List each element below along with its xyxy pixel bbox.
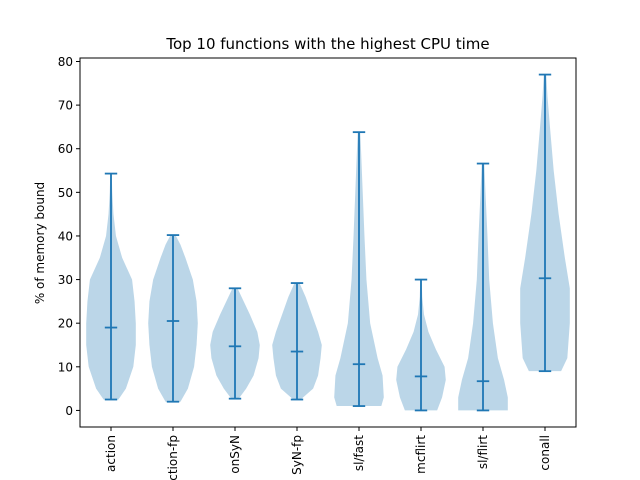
- y-tick-label: 80: [58, 55, 73, 69]
- y-tick-label: 20: [58, 317, 73, 331]
- y-tick-label: 60: [58, 142, 73, 156]
- chart-title: Top 10 functions with the highest CPU ti…: [165, 35, 489, 53]
- y-tick-label: 70: [58, 99, 73, 113]
- violin-7: [458, 162, 508, 412]
- x-tick-label: onSyN: [228, 435, 242, 474]
- x-tick-label: sl/flirt: [476, 435, 490, 469]
- y-tick-label: 50: [58, 186, 73, 200]
- y-tick-label: 0: [65, 404, 73, 418]
- violin-4: [272, 282, 322, 401]
- violin-8: [520, 73, 570, 373]
- violin-5: [334, 131, 384, 407]
- violin-6: [396, 278, 446, 412]
- y-tick-label: 40: [58, 229, 73, 243]
- y-tick-label: 30: [58, 273, 73, 287]
- violin-2: [148, 234, 198, 403]
- violin-1: [86, 172, 136, 401]
- axes-layer: 0 10 20 30 40 50 60 70 80 action ction-fp onSyN SyN-…: [58, 55, 577, 480]
- plot-frame: [79, 57, 577, 428]
- x-tick-label: action: [104, 435, 118, 472]
- y-tick-label: 10: [58, 360, 73, 374]
- x-tick-label: ction-fp: [166, 435, 180, 480]
- violins-layer: [86, 73, 570, 412]
- violin-3: [210, 287, 260, 400]
- x-tick-label: SyN-fp: [290, 435, 304, 475]
- x-tick-label: mcflirt: [414, 435, 428, 474]
- x-tick-label: sl/fast: [352, 435, 366, 471]
- y-axis-label: % of memory bound: [33, 182, 47, 304]
- x-tick-label: conall: [538, 435, 552, 471]
